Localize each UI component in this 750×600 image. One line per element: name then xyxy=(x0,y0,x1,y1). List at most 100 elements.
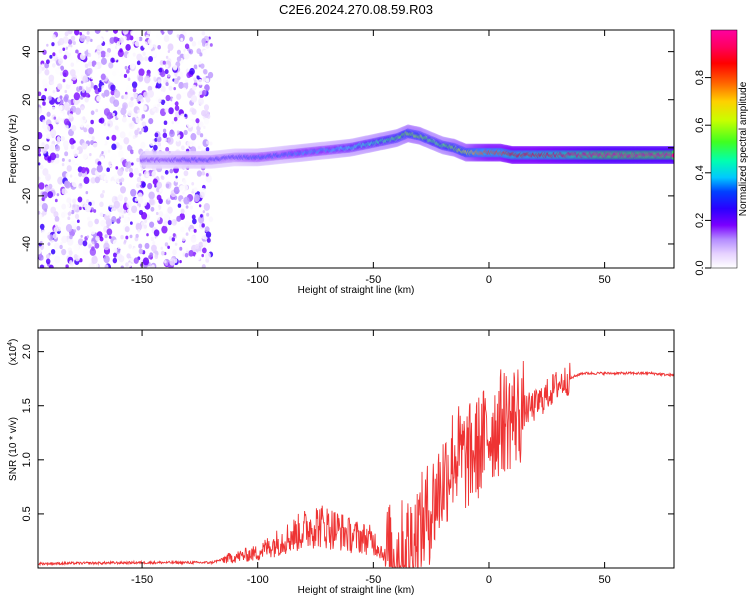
noise-speck xyxy=(49,152,57,161)
noise-speck xyxy=(191,41,197,47)
noise-speck xyxy=(154,70,160,77)
noise-speck xyxy=(44,88,48,92)
noise-speck xyxy=(148,198,155,206)
noise-speck xyxy=(97,87,102,93)
noise-speck xyxy=(56,193,60,197)
noise-speck xyxy=(144,242,150,250)
noise-speck xyxy=(130,214,136,221)
noise-speck xyxy=(152,241,156,245)
noise-speck xyxy=(162,184,166,188)
noise-speck xyxy=(104,234,108,239)
noise-speck xyxy=(88,101,94,108)
noise-speck xyxy=(119,73,123,77)
noise-speck xyxy=(46,43,49,47)
noise-speck xyxy=(118,255,125,263)
noise-speck xyxy=(142,105,148,111)
noise-speck xyxy=(83,127,88,133)
noise-speck xyxy=(123,73,128,79)
noise-speck xyxy=(59,95,63,100)
noise-speck xyxy=(92,142,99,151)
noise-speck xyxy=(131,162,134,166)
noise-speck xyxy=(147,182,153,190)
noise-speck xyxy=(88,127,95,135)
noise-speck xyxy=(177,203,182,208)
noise-speck xyxy=(107,120,114,128)
noise-speck xyxy=(57,65,61,69)
noise-speck xyxy=(113,36,119,44)
noise-speck xyxy=(141,127,145,132)
noise-speck xyxy=(198,215,205,224)
noise-speck xyxy=(156,181,163,189)
noise-speck xyxy=(132,247,138,254)
noise-speck xyxy=(154,132,159,138)
noise-speck xyxy=(47,242,51,246)
noise-speck xyxy=(128,244,132,249)
noise-speck xyxy=(41,231,48,239)
noise-speck xyxy=(203,110,210,119)
noise-speck xyxy=(67,30,73,35)
noise-speck xyxy=(135,117,141,124)
noise-speck xyxy=(85,41,89,45)
noise-speck xyxy=(112,257,118,264)
noise-speck xyxy=(84,63,89,69)
noise-speck xyxy=(79,52,86,61)
noise-speck xyxy=(132,87,137,93)
noise-speck xyxy=(151,80,156,86)
noise-speck xyxy=(65,172,70,178)
noise-speck xyxy=(127,212,131,216)
snr-y-tick-label: 0.5 xyxy=(21,506,33,521)
noise-speck xyxy=(181,87,187,93)
noise-speck xyxy=(65,207,70,213)
noise-speck xyxy=(57,208,61,213)
spectrogram-y-tick-label: 0 xyxy=(21,145,33,151)
noise-speck xyxy=(111,143,117,151)
noise-speck xyxy=(92,100,97,106)
noise-speck xyxy=(52,63,56,68)
noise-speck xyxy=(79,258,83,263)
noise-speck xyxy=(78,85,83,91)
noise-speck xyxy=(167,43,174,51)
noise-speck xyxy=(180,37,184,42)
noise-speck xyxy=(197,40,202,46)
noise-speck xyxy=(198,204,202,208)
noise-speck xyxy=(205,173,209,177)
noise-speck xyxy=(85,85,92,93)
noise-speck xyxy=(132,52,136,57)
spectrogram-y-tick-label: -40 xyxy=(21,236,33,252)
noise-speck xyxy=(91,136,95,141)
noise-speck xyxy=(94,176,101,184)
noise-speck xyxy=(134,129,139,136)
noise-speck xyxy=(121,215,124,219)
noise-speck xyxy=(99,155,105,162)
noise-speck xyxy=(38,213,43,220)
noise-speck xyxy=(133,257,139,264)
noise-speck xyxy=(95,108,99,113)
noise-speck xyxy=(203,125,206,129)
noise-speck xyxy=(61,188,67,195)
noise-speck xyxy=(176,130,180,134)
noise-speck xyxy=(206,237,211,243)
spectrogram-x-tick-label: 50 xyxy=(598,274,610,286)
noise-speck xyxy=(99,117,105,124)
noise-speck xyxy=(67,39,73,45)
noise-speck xyxy=(149,221,155,228)
noise-speck xyxy=(171,237,176,242)
noise-speck xyxy=(59,30,64,34)
noise-speck xyxy=(63,54,68,60)
noise-speck xyxy=(165,64,169,68)
noise-speck xyxy=(129,62,136,70)
noise-speck xyxy=(99,80,102,84)
noise-speck xyxy=(48,74,55,82)
noise-speck xyxy=(183,196,190,205)
noise-speck xyxy=(73,254,78,260)
noise-speck xyxy=(91,73,97,80)
noise-speck xyxy=(116,114,120,118)
noise-speck xyxy=(120,186,126,194)
noise-speck xyxy=(120,234,124,240)
spectrogram-x-tick-label: -100 xyxy=(247,274,269,286)
noise-speck xyxy=(160,246,163,250)
noise-speck xyxy=(196,170,202,177)
noise-speck xyxy=(164,107,169,113)
noise-speck xyxy=(70,62,75,67)
noise-speck xyxy=(62,78,66,83)
